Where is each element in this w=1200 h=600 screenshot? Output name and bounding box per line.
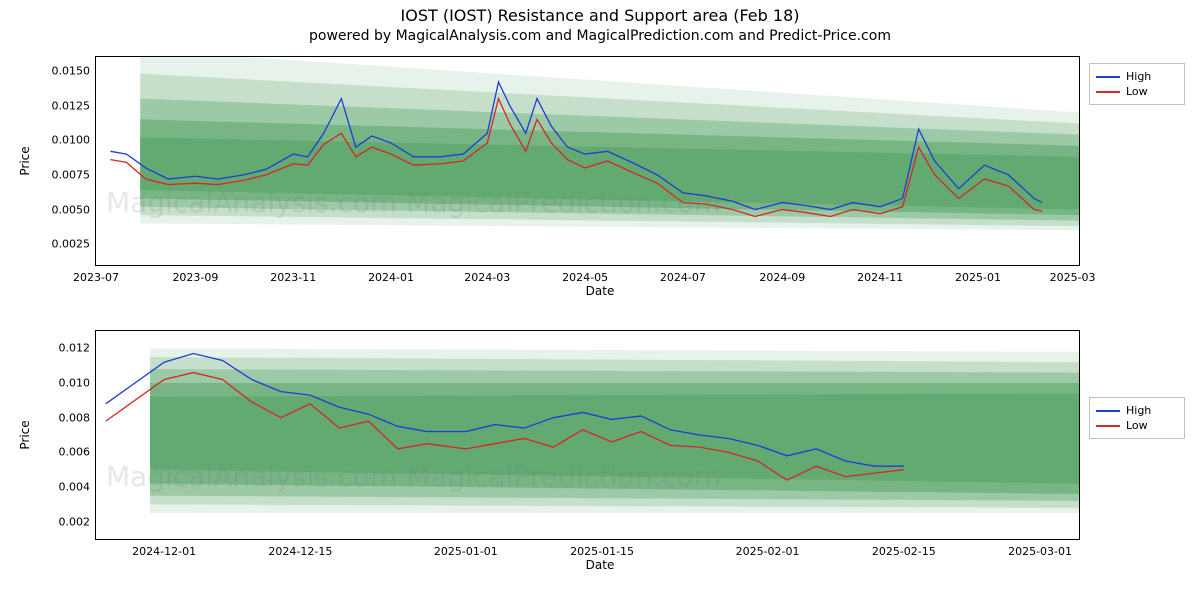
- y-tick: 0.0150: [52, 64, 97, 77]
- y-tick: 0.010: [59, 377, 97, 390]
- x-tick: 2025-01-01: [434, 539, 498, 558]
- x-tick: 2024-12-15: [268, 539, 332, 558]
- legend-label-high: High: [1126, 404, 1151, 417]
- x-axis-label-bottom: Date: [0, 558, 1200, 572]
- figure: IOST (IOST) Resistance and Support area …: [0, 0, 1200, 600]
- x-tick: 2024-07: [660, 265, 706, 284]
- y-tick: 0.006: [59, 446, 97, 459]
- x-tick: 2024-09: [759, 265, 805, 284]
- y-tick: 0.0125: [52, 99, 97, 112]
- x-tick: 2025-03: [1050, 265, 1096, 284]
- legend-label-low: Low: [1126, 85, 1148, 98]
- legend-item-low: Low: [1096, 419, 1178, 432]
- y-tick: 0.0050: [52, 203, 97, 216]
- legend-item-low: Low: [1096, 85, 1178, 98]
- x-tick: 2024-11: [857, 265, 903, 284]
- x-tick: 2025-02-15: [872, 539, 936, 558]
- chart-canvas-bottom: [96, 331, 1079, 539]
- y-axis-label-bottom: Price: [18, 420, 32, 449]
- y-tick: 0.0075: [52, 168, 97, 181]
- x-tick: 2023-11: [270, 265, 316, 284]
- x-tick: 2025-01-15: [570, 539, 634, 558]
- legend-swatch-high: [1096, 76, 1120, 78]
- legend-swatch-low: [1096, 425, 1120, 427]
- legend-swatch-high: [1096, 410, 1120, 412]
- x-tick: 2023-07: [73, 265, 119, 284]
- y-tick: 0.002: [59, 515, 97, 528]
- y-tick: 0.012: [59, 342, 97, 355]
- legend-swatch-low: [1096, 91, 1120, 93]
- legend: High Low: [1089, 397, 1185, 439]
- x-tick: 2024-05: [562, 265, 608, 284]
- x-axis-label-top: Date: [0, 284, 1200, 298]
- chart-canvas-top: [96, 57, 1079, 265]
- y-tick: 0.004: [59, 481, 97, 494]
- legend-item-high: High: [1096, 70, 1178, 83]
- legend-label-high: High: [1126, 70, 1151, 83]
- x-tick: 2025-01: [955, 265, 1001, 284]
- legend-item-high: High: [1096, 404, 1178, 417]
- y-tick: 0.008: [59, 411, 97, 424]
- chart-title: IOST (IOST) Resistance and Support area …: [0, 6, 1200, 25]
- x-tick: 2025-03-01: [1008, 539, 1072, 558]
- x-tick: 2025-02-01: [736, 539, 800, 558]
- y-tick: 0.0100: [52, 134, 97, 147]
- x-tick: 2023-09: [172, 265, 218, 284]
- x-tick: 2024-03: [464, 265, 510, 284]
- x-tick: 2024-12-01: [132, 539, 196, 558]
- legend: High Low: [1089, 63, 1185, 105]
- legend-label-low: Low: [1126, 419, 1148, 432]
- chart-panel-bottom: MagicalAnalysis.com MagicalPrediction.co…: [95, 330, 1080, 540]
- x-tick: 2024-01: [368, 265, 414, 284]
- y-axis-label-top: Price: [18, 146, 32, 175]
- chart-subtitle: powered by MagicalAnalysis.com and Magic…: [0, 28, 1200, 44]
- chart-panel-top: MagicalAnalysis.com MagicalPrediction.co…: [95, 56, 1080, 266]
- y-tick: 0.0025: [52, 238, 97, 251]
